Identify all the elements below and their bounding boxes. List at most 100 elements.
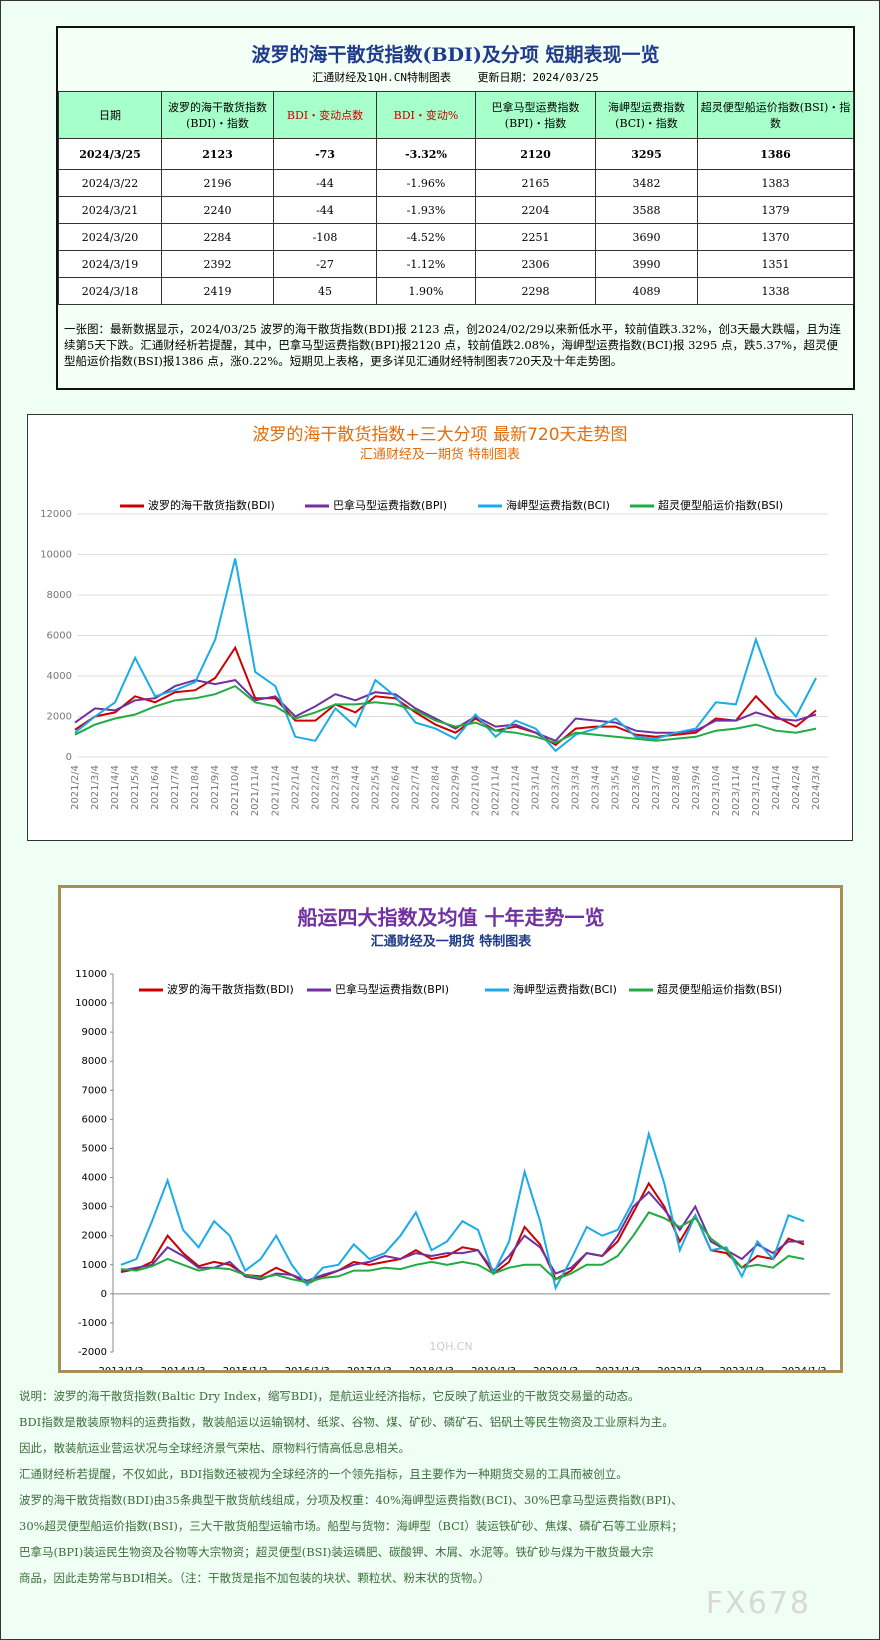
legend-label: 波罗的海干散货指数(BDI) [148, 498, 275, 512]
y-tick-label: 12000 [40, 509, 72, 520]
x-tick-label: 2021/8/4 [190, 765, 201, 810]
table-cell: 2306 [475, 250, 596, 278]
table-title: 波罗的海干散货指数(BDI)及分项 短期表现一览 [251, 44, 660, 66]
y-tick-label: 6000 [82, 1114, 107, 1125]
y-tick-label: 10000 [40, 550, 72, 561]
table-cell: 2024/3/22 [58, 169, 162, 197]
y-tick-label: 8000 [47, 590, 72, 601]
x-tick-label: 2021/3/4 [90, 765, 101, 810]
table-cell: 3482 [595, 169, 698, 197]
legend-label: 巴拿马型运费指数(BPI) [333, 498, 447, 512]
table-cell: -108 [273, 223, 377, 251]
legend-label: 超灵便型船运价指数(BSI) [658, 498, 783, 512]
table-cell: 1386 [697, 138, 854, 170]
table-cell: 1370 [697, 223, 854, 251]
note-line: 说明：波罗的海干散货指数(Baltic Dry Index，缩写BDI)，是航运… [19, 1389, 640, 1403]
y-tick-label: 4000 [82, 1173, 107, 1184]
x-tick-label: 2021/1/3 [595, 1366, 640, 1370]
legend-label: 海岬型运费指数(BCI) [506, 498, 610, 512]
x-tick-label: 2022/8/4 [430, 765, 441, 810]
x-tick-label: 2023/2/4 [551, 765, 562, 810]
watermark: FX678 [705, 1586, 811, 1621]
table: 日期 波罗的海干散货指数(BDI)・指数 BDI・变动点数 BDI・变动% 巴拿马型运费… [58, 91, 854, 305]
x-tick-label: 2023/1/4 [531, 765, 542, 810]
y-tick-label: 5000 [82, 1143, 107, 1154]
x-tick-label: 2023/9/4 [691, 765, 702, 810]
chart-title: 波罗的海干散货指数+三大分项 最新720天走势图 [252, 425, 627, 445]
x-tick-label: 2022/1/3 [657, 1366, 702, 1370]
table-cell: -1.93% [376, 196, 476, 224]
table-cell: 2298 [475, 277, 596, 305]
x-tick-label: 2021/12/4 [270, 765, 281, 816]
table-cell: 1351 [697, 250, 854, 278]
y-tick-label: 6000 [47, 631, 72, 642]
x-tick-label: 2021/5/4 [130, 765, 141, 810]
series-line [120, 1130, 805, 1291]
legend-label: 巴拿马型运费指数(BPI) [335, 982, 449, 996]
header-cell: 海岬型运费指数(BCI)・指数 [595, 91, 698, 139]
x-tick-label: 2022/11/4 [491, 765, 502, 816]
y-tick-label: 2000 [47, 712, 72, 723]
y-tick-label: 0 [101, 1289, 107, 1300]
note-line: 商品，因此走势常与BDI相关。（注：干散货是指不加包装的块状、颗粒状、粉末状的货… [19, 1571, 490, 1585]
note-line: 汇通财经析若提醒，不仅如此，BDI指数还被视为全球经济的一个领先指标，且主要作为… [19, 1467, 628, 1481]
x-tick-label: 2023/11/4 [731, 765, 742, 816]
x-tick-label: 2024/3/4 [811, 765, 822, 810]
header-cell: 日期 [58, 91, 162, 139]
series-line [120, 1181, 805, 1285]
chart-10y-box: 船运四大指数及均值 十年走势一览 汇通财经及一期货 特制图表 -2000 -1000 0… [58, 885, 843, 1377]
x-tick-label: 2015/1/3 [223, 1366, 268, 1370]
table-cell: -27 [273, 250, 377, 278]
summary-text: 一张图：最新数据显示，2024/03/25 波罗的海干散货指数(BDI)报 21… [64, 322, 841, 368]
series-line [74, 684, 817, 744]
header-cell: BDI・变动点数 [273, 91, 377, 139]
table-cell: 2392 [161, 250, 274, 278]
legend-label: 超灵便型船运价指数(BSI) [657, 982, 782, 996]
y-tick-label: 1000 [82, 1260, 107, 1271]
x-tick-label: 2022/3/4 [330, 765, 341, 810]
notes: 说明：波罗的海干散货指数(Baltic Dry Index，缩写BDI)，是航运… [19, 1383, 683, 1591]
x-tick-label: 2021/2/4 [70, 765, 81, 810]
chart-subtitle: 汇通财经及一期货 特制图表 [360, 447, 520, 463]
table-cell: -1.12% [376, 250, 476, 278]
summary-table: 波罗的海干散货指数(BDI)及分项 短期表现一览 汇通财经及1QH.CN特制图表… [56, 26, 855, 390]
table-row: 2024/3/25 2123 -73 -3.32% 2120 3295 1386 [58, 138, 854, 170]
x-tick-label: 2022/12/4 [511, 765, 522, 816]
x-tick-label: 2022/6/4 [390, 765, 401, 810]
x-tick-label: 2023/1/3 [719, 1366, 764, 1370]
table-cell: 2251 [475, 223, 596, 251]
table-cell: -1.96% [376, 169, 476, 197]
header-cell: 巴拿马型运费指数(BPI)・指数 [475, 91, 596, 139]
note-line: BDI指数是散装原物料的运费指数，散装船运以运输钢材、纸浆、谷物、煤、矿砂、磷矿… [19, 1415, 674, 1429]
x-tick-label: 2023/4/4 [591, 765, 602, 810]
table-cell: 45 [273, 277, 377, 305]
table-row: 2024/3/22 2196 -44 -1.96% 2165 3482 1383 [58, 169, 854, 197]
legend-label: 海岬型运费指数(BCI) [513, 982, 617, 996]
x-tick-label: 2024/1/4 [771, 765, 782, 810]
table-row: 2024/3/19 2392 -27 -1.12% 2306 3990 1351 [58, 250, 854, 278]
x-tick-label: 2023/10/4 [711, 765, 722, 816]
y-tick-label: 11000 [75, 969, 107, 980]
header-cell: BDI・变动% [376, 91, 476, 139]
table-cell: 3990 [595, 250, 698, 278]
x-tick-label: 2022/1/4 [290, 765, 301, 810]
x-tick-label: 2013/1/3 [99, 1366, 144, 1370]
table-cell: 2284 [161, 223, 274, 251]
note-line: 波罗的海干散货指数(BDI)由35条典型干散货航线组成，分项及权重：40%海岬型… [19, 1493, 683, 1507]
table-cell: 1383 [697, 169, 854, 197]
x-tick-label: 2021/7/4 [170, 765, 181, 810]
y-tick-label: 4000 [47, 671, 72, 682]
y-tick-label: -1000 [78, 1318, 107, 1329]
y-tick-label: 10000 [75, 998, 107, 1009]
y-tick-label: 0 [66, 752, 72, 763]
table-cell: 2024/3/25 [58, 138, 162, 170]
table-cell: 3588 [595, 196, 698, 224]
x-tick-label: 2019/1/3 [471, 1366, 516, 1370]
series-line [74, 558, 817, 753]
table-cell: -44 [273, 196, 377, 224]
note-line: 因此，散装航运业营运状况与全球经济景气荣枯、原物料行情高低息息相关。 [19, 1441, 410, 1455]
table-cell: -3.32% [376, 138, 476, 170]
